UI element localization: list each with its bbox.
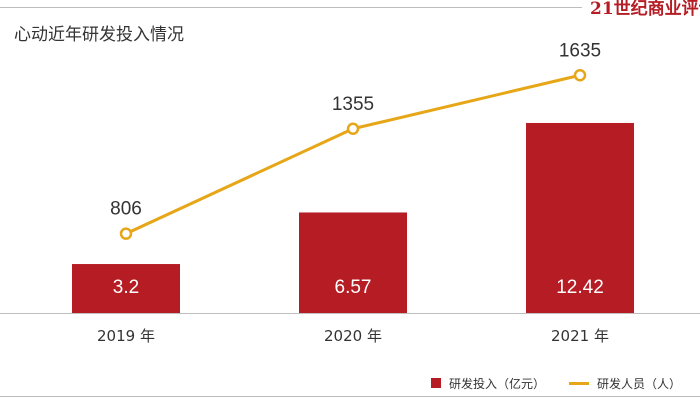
line-value-label-0: 806 (110, 199, 142, 220)
bar-1 (299, 212, 407, 313)
bar-value-label-0: 3.2 (113, 277, 139, 298)
line-value-label-2: 1635 (559, 40, 601, 61)
chart-title: 心动近年研发投入情况 (14, 25, 184, 45)
line-point-0 (119, 227, 133, 240)
x-tick-label-2: 2021 年 (551, 327, 609, 345)
legend-label-rd-investment: 研发投入（亿元） (449, 376, 546, 391)
bar-value-label-1: 6.57 (335, 277, 372, 298)
brand-logo: 21世纪商业评论 (590, 0, 700, 18)
legend-swatch-bar (431, 378, 441, 388)
bar-0 (72, 264, 180, 313)
line-value-label-1: 1355 (332, 94, 374, 115)
footer-rule (0, 396, 700, 397)
legend-label-rd-staff: 研发人员（人） (597, 376, 682, 391)
legend-swatch-line (569, 381, 589, 385)
x-tick-label-0: 2019 年 (97, 327, 155, 345)
header-rule (0, 7, 582, 8)
x-tick-label-1: 2020 年 (324, 327, 382, 345)
line-point-1 (346, 122, 360, 136)
bar-2 (526, 122, 634, 313)
line-point-2 (573, 69, 587, 82)
bar-value-label-2: 12.42 (556, 277, 604, 298)
legend-item-rd-investment: 研发投入（亿元） (431, 375, 545, 391)
legend-item-rd-staff: 研发人员（人） (569, 375, 681, 391)
